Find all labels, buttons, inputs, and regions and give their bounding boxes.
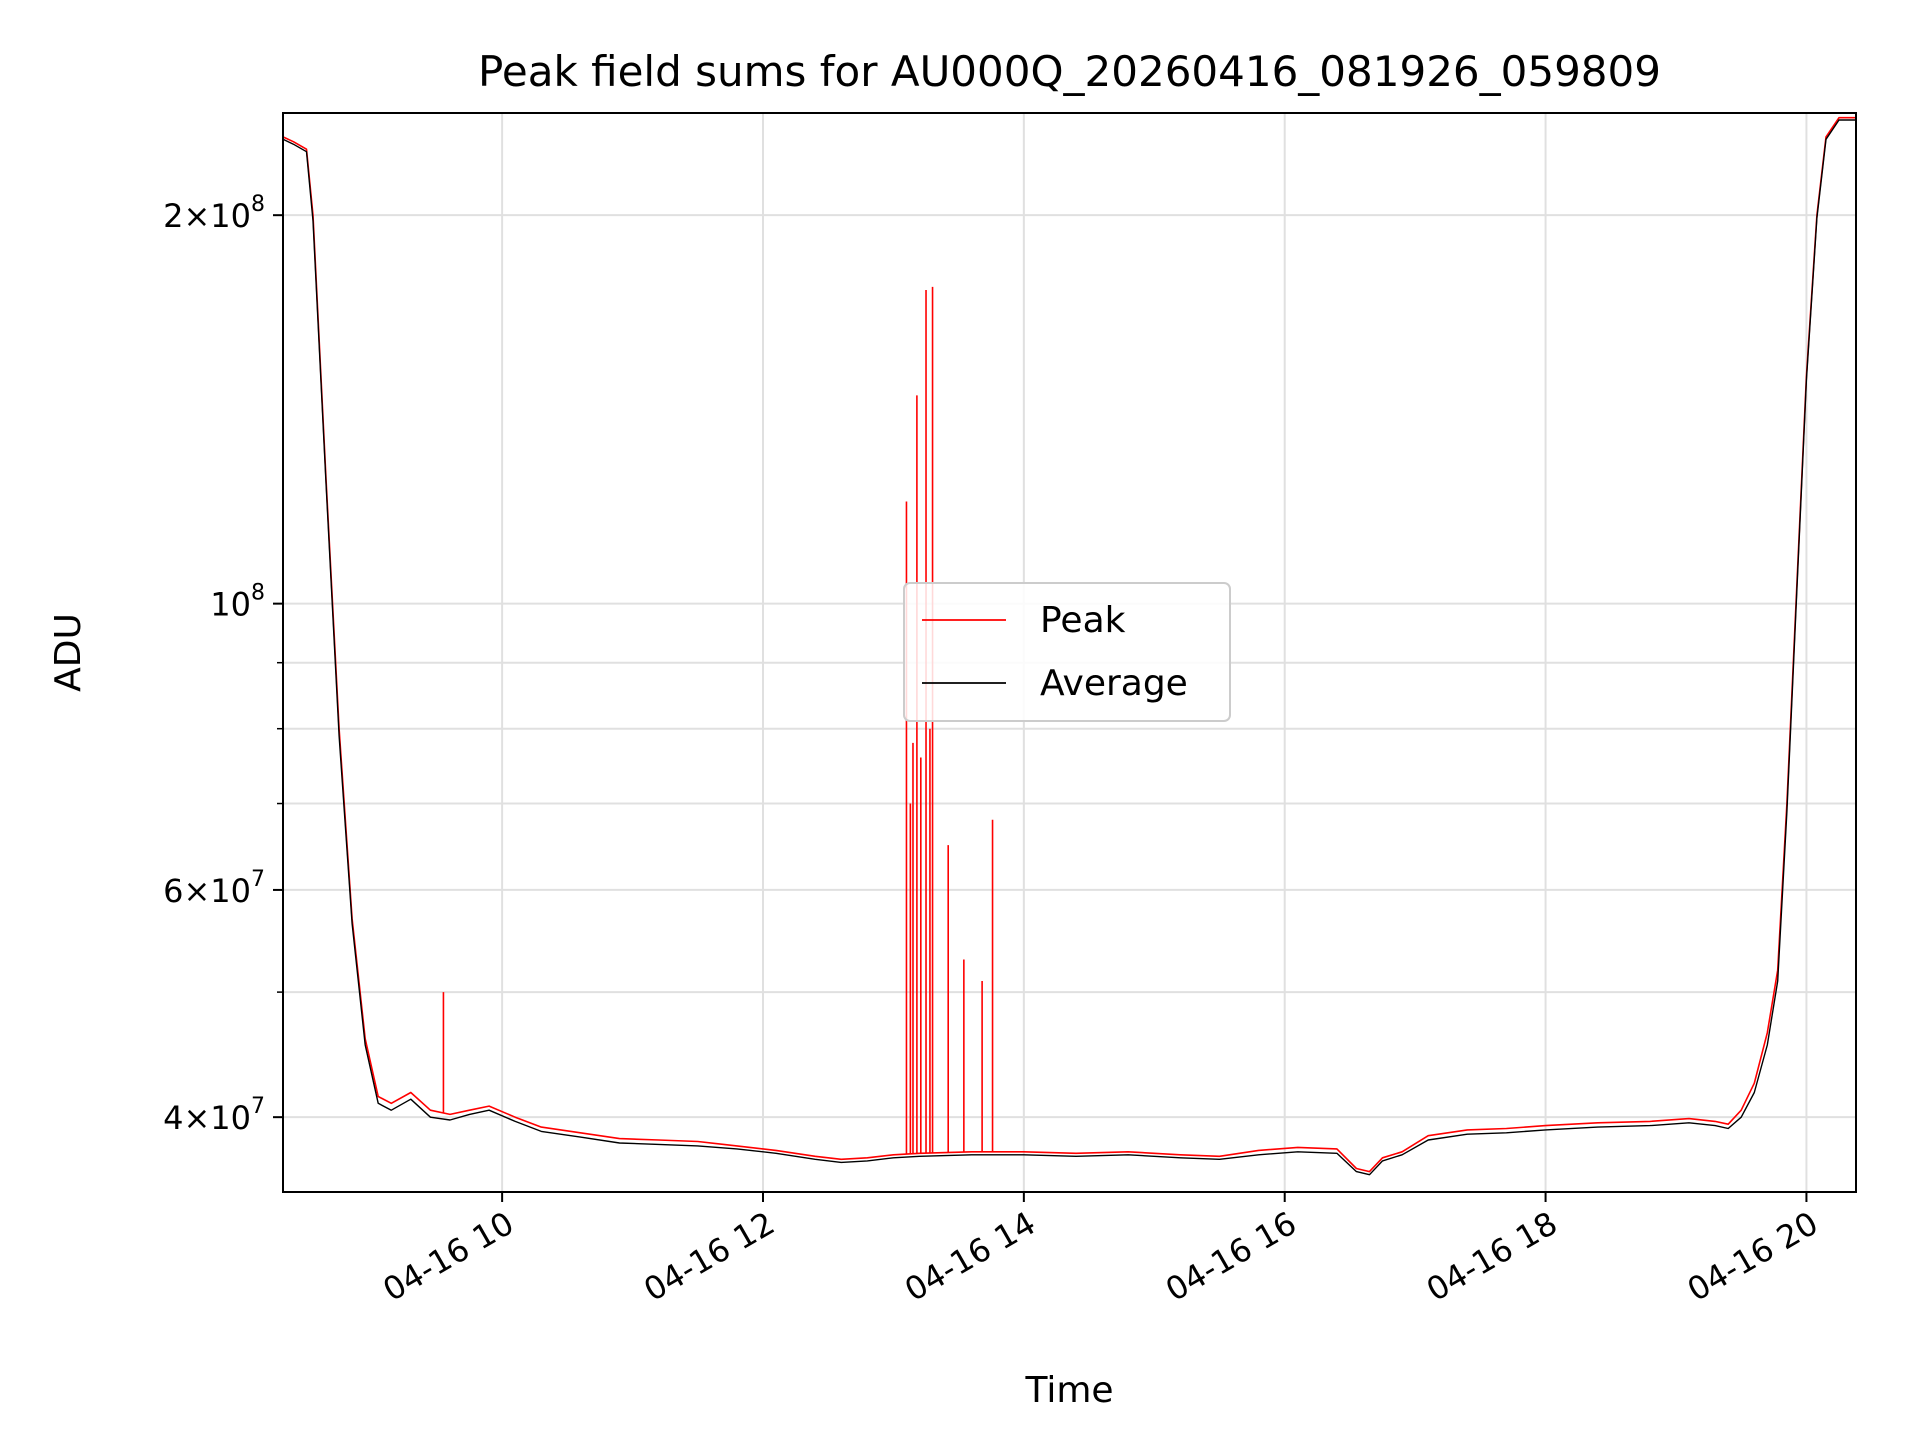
series-line-peak (282, 116, 1856, 1173)
plot-frame (282, 112, 1857, 1193)
y-tick-base: 10 (210, 586, 251, 624)
legend-box (903, 582, 1231, 722)
legend-entry: Peak (1040, 600, 1126, 641)
y-tick-base: 4×10 (163, 1099, 251, 1137)
y-tick-exponent: 7 (251, 867, 265, 892)
y-tick-label: 6×107 (163, 867, 265, 910)
legend: Peak Average (903, 582, 1231, 722)
series-line-average (282, 119, 1856, 1176)
y-tick-label: 108 (210, 581, 265, 624)
y-tick-exponent: 8 (251, 192, 265, 217)
y-tick-base: 2×10 (163, 197, 251, 235)
chart-title: Peak field sums for AU000Q_20260416_0819… (478, 47, 1661, 96)
y-tick-label: 2×108 (163, 192, 265, 235)
y-axis-label: ADU (48, 613, 89, 692)
y-tick-exponent: 8 (251, 581, 265, 606)
y-tick-base: 6×10 (163, 872, 251, 910)
y-tick-label: 4×107 (163, 1094, 265, 1137)
x-axis-label: Time (1024, 1370, 1113, 1411)
legend-entry: Average (1040, 663, 1188, 704)
y-tick-exponent: 7 (251, 1094, 265, 1119)
